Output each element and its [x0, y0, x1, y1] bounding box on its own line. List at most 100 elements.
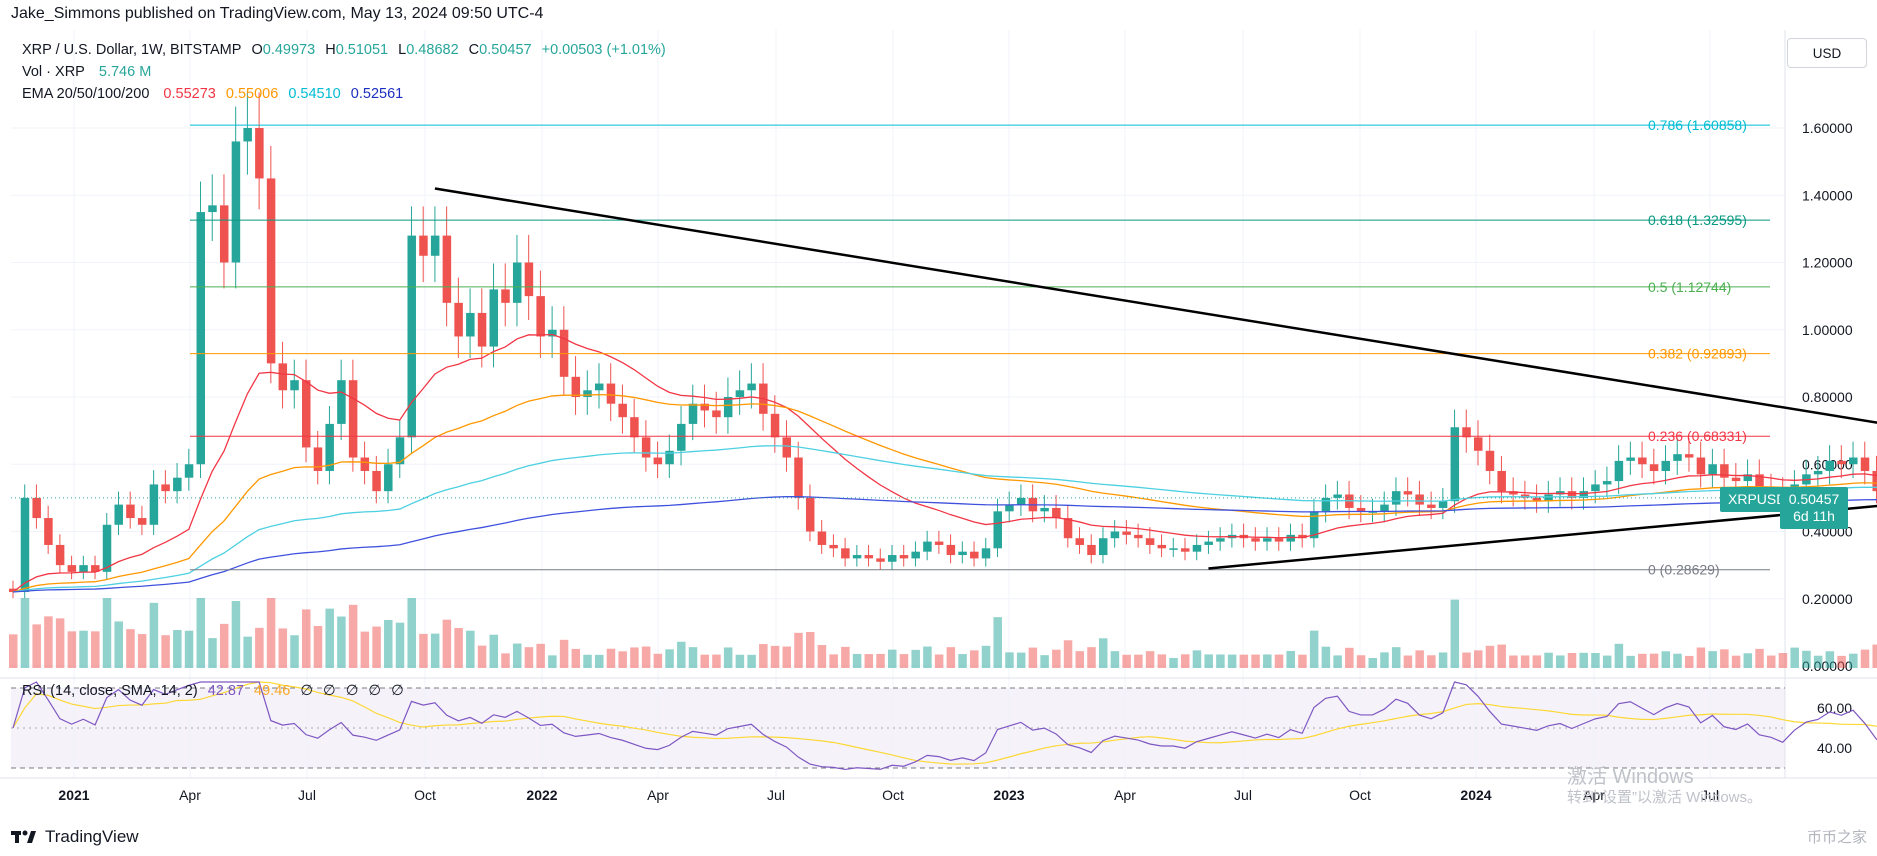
- volume-bar: [20, 598, 30, 668]
- candle-body: [1579, 491, 1588, 498]
- candle-body: [677, 423, 686, 451]
- candle-body: [149, 484, 159, 525]
- volume-bar: [1474, 650, 1483, 668]
- volume-value: 5.746 M: [98, 64, 152, 80]
- volume-bar: [606, 648, 616, 668]
- ema20-line: [12, 333, 1877, 593]
- volume-bar: [1028, 647, 1038, 668]
- volume-bar: [1380, 652, 1389, 668]
- candle-body: [302, 380, 311, 448]
- candle-body: [512, 262, 522, 303]
- candle-body: [888, 555, 897, 562]
- volume-bar: [1849, 653, 1858, 668]
- close-label: C: [468, 42, 480, 58]
- volume-bar: [372, 626, 381, 668]
- candle-body: [419, 235, 428, 256]
- ema-label[interactable]: EMA 20/50/100/200: [22, 86, 150, 102]
- candle-body: [864, 555, 874, 559]
- candle-body: [946, 544, 956, 556]
- volume-bar: [712, 654, 721, 668]
- candle-body: [1274, 538, 1284, 542]
- candle-body: [1040, 507, 1049, 512]
- candle-body: [911, 551, 920, 559]
- volume-bar: [653, 653, 663, 668]
- ema200-line: [12, 496, 1877, 593]
- candle-body: [102, 524, 112, 572]
- volume-bar: [548, 655, 557, 668]
- volume-bar: [1321, 646, 1331, 668]
- volume-bar: [1767, 655, 1776, 668]
- volume-bar: [1614, 643, 1624, 668]
- x-tick-label: Oct: [1349, 787, 1371, 803]
- currency-button[interactable]: USD: [1787, 38, 1867, 68]
- volume-bar: [79, 630, 88, 668]
- watermark-line1: 激活 Windows: [1566, 766, 1694, 788]
- publisher-line: Jake_Simmons published on TradingView.co…: [11, 5, 544, 22]
- candle-body: [1731, 477, 1741, 482]
- candle-body: [794, 457, 803, 498]
- candle-body: [1602, 481, 1612, 485]
- candle-body: [348, 380, 358, 458]
- candle-body: [442, 235, 452, 303]
- candle-body: [1684, 454, 1694, 458]
- volume-bar: [1661, 651, 1671, 668]
- candle-body: [1673, 454, 1682, 461]
- candle-body: [1849, 457, 1858, 465]
- volume-bar: [1790, 647, 1799, 668]
- volume-bar: [1778, 653, 1788, 668]
- candle-body: [923, 541, 932, 552]
- y-tick-label: 0.80000: [1802, 389, 1853, 405]
- volume-bar: [1098, 638, 1108, 668]
- candle-body: [1075, 538, 1085, 545]
- candle-body: [278, 363, 288, 391]
- volume-label[interactable]: Vol · XRP: [22, 64, 85, 80]
- candle-body: [1509, 491, 1518, 495]
- fib-label: 0.786 (1.60858): [1648, 117, 1747, 133]
- candle-body: [325, 423, 334, 471]
- volume-bar: [1626, 655, 1635, 668]
- candle-body: [1263, 538, 1272, 542]
- candle-body: [1122, 531, 1131, 535]
- candle-body: [688, 403, 698, 424]
- candle-body: [1649, 464, 1659, 471]
- tradingview-logo[interactable]: TradingView: [11, 827, 139, 847]
- volume-bar: [911, 649, 920, 668]
- volume-bar: [1427, 655, 1436, 668]
- volume-bar: [1016, 652, 1026, 668]
- volume-bar: [290, 635, 299, 668]
- candle-body: [243, 128, 252, 142]
- fib-label: 0.236 (0.68331): [1648, 428, 1747, 444]
- candle-body: [32, 497, 41, 519]
- x-tick-label: Jul: [1701, 787, 1719, 803]
- volume-bar: [970, 650, 979, 668]
- corner-mark: 币币之家: [1806, 829, 1867, 846]
- rsi-label[interactable]: RSI (14, close, SMA, 14, 2): [22, 683, 198, 699]
- volume-bar: [559, 639, 569, 668]
- volume-bar: [208, 638, 217, 668]
- candle-body: [1321, 497, 1331, 512]
- low-label: L: [398, 42, 407, 58]
- volume-bar: [126, 629, 135, 668]
- candle-body: [1626, 457, 1635, 461]
- volume-bar: [184, 630, 194, 668]
- volume-bar: [888, 649, 897, 668]
- candle-body: [1098, 538, 1108, 556]
- x-tick-label: Jul: [1234, 787, 1252, 803]
- ema100-value: 0.54510: [288, 86, 341, 102]
- candle-body: [1016, 497, 1026, 505]
- candle-body: [337, 380, 346, 424]
- volume-bar: [876, 653, 885, 668]
- high-label: H: [325, 42, 336, 58]
- volume-bar: [454, 627, 463, 668]
- tradingview-wordmark: TradingView: [45, 827, 139, 846]
- candle-body: [290, 380, 299, 391]
- volume-bar: [219, 623, 229, 668]
- symbol-title[interactable]: XRP / U.S. Dollar, 1W, BITSTAMP: [22, 42, 242, 58]
- volume-bar: [1438, 652, 1448, 668]
- candle-body: [1860, 457, 1870, 471]
- volume-bar: [137, 634, 147, 668]
- candle-body: [747, 383, 756, 391]
- volume-bar: [1274, 654, 1284, 668]
- candle-body: [137, 518, 147, 525]
